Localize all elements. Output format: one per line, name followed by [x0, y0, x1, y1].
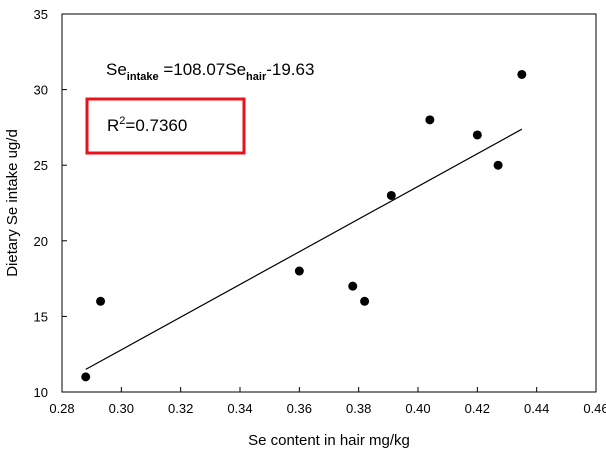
data-point	[348, 281, 358, 291]
y-tick-label: 10	[34, 385, 48, 400]
equation-rhs: -19.63	[266, 60, 314, 79]
equation-mid-subscript: hair	[246, 71, 267, 83]
y-tick-label: 15	[34, 309, 48, 324]
x-tick-label: 0.40	[405, 401, 430, 416]
y-axis: 10 15 20 25 30 35	[34, 7, 67, 400]
y-tick-label: 25	[34, 158, 48, 173]
x-tick-label: 0.42	[465, 401, 490, 416]
r-squared-superscript: 2	[119, 115, 125, 127]
data-point	[294, 266, 304, 276]
data-point	[425, 115, 435, 125]
y-tick-label: 30	[34, 83, 48, 98]
x-tick-label: 0.44	[524, 401, 549, 416]
y-axis-title: Dietary Se intake ug/d	[4, 129, 21, 277]
y-tick-label: 35	[34, 7, 48, 22]
x-tick-label: 0.32	[168, 401, 193, 416]
data-point	[386, 190, 396, 200]
data-point	[472, 130, 482, 140]
r-squared-prefix: R	[107, 116, 119, 135]
x-tick-label: 0.46	[583, 401, 606, 416]
x-tick-label: 0.28	[49, 401, 74, 416]
x-axis: 0.28 0.30 0.32 0.34 0.36 0.38 0.40 0.42 0.44 0.46	[49, 387, 606, 416]
x-axis-title: Se content in hair mg/kg	[248, 432, 410, 449]
regression-line	[85, 128, 523, 370]
y-tick-label: 20	[34, 234, 48, 249]
data-point	[81, 372, 91, 382]
equation-lhs: Se	[106, 60, 127, 79]
svg-text:Seintake =108.07Sehair-19.63: Seintake =108.07Sehair-19.63	[106, 60, 314, 83]
r-squared-box	[85, 97, 246, 155]
data-point	[493, 160, 503, 170]
svg-text:R2=0.7360: R2=0.7360	[107, 115, 187, 135]
x-tick-label: 0.36	[287, 401, 312, 416]
x-tick-label: 0.30	[109, 401, 134, 416]
r-squared-annotation: R2=0.7360	[85, 97, 246, 155]
plot-frame	[61, 13, 597, 393]
plot-area	[61, 13, 597, 393]
data-point	[96, 296, 106, 306]
equation-mid: =108.07Se	[159, 60, 246, 79]
data-point	[517, 69, 527, 79]
x-tick-label: 0.34	[227, 401, 252, 416]
x-tick-label: 0.38	[346, 401, 371, 416]
r-squared-value: =0.7360	[125, 116, 187, 135]
data-point	[360, 296, 370, 306]
data-points	[81, 69, 527, 382]
equation-lhs-subscript: intake	[127, 71, 159, 83]
regression-equation: Seintake =108.07Sehair-19.63	[106, 60, 314, 83]
